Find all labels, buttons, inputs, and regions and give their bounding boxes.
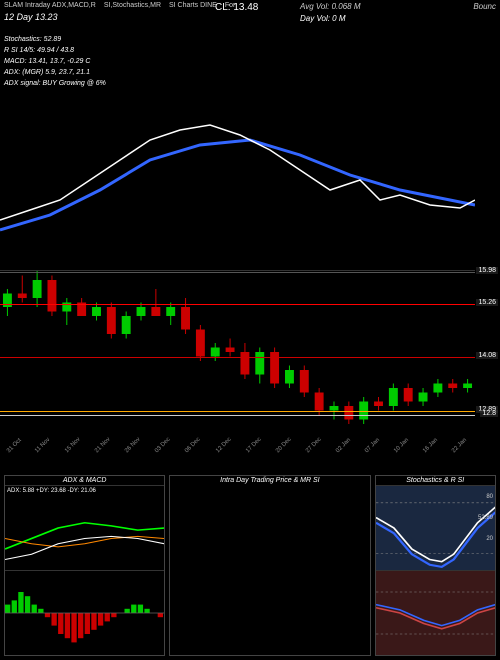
day-label: 12 Day 13.23	[4, 12, 58, 22]
avg-vol: Avg Vol: 0.068 M	[300, 2, 360, 11]
rsi-subpanel	[376, 570, 496, 655]
stoch-tick: 80	[486, 494, 493, 500]
header-item: SI,Stochastics,MR	[104, 2, 161, 9]
rsi-value: R SI 14/5: 49.94 / 43.8	[4, 45, 106, 56]
adx-value: ADX: (MGR) 5.9, 23.7, 21.1	[4, 67, 106, 78]
stoch-tick: 20	[486, 536, 493, 542]
header-item: SLAM Intraday ADX,MACD,R	[4, 2, 96, 9]
header-item: SI Charts DINE	[169, 2, 217, 9]
main-line-chart	[0, 100, 500, 260]
macd-subpanel	[5, 570, 164, 655]
adx-label: ADX: 5.88 +DY: 23.68 -DY: 21.06	[7, 488, 96, 494]
panel-title: Stochastics & R SI	[376, 476, 496, 485]
price-level-label: 12.8	[480, 410, 498, 417]
indicator-block: Stochastics: 52.89 R SI 14/5: 49.94 / 43…	[4, 34, 106, 89]
adx-subpanel: ADX: 5.88 +DY: 23.68 -DY: 21.06	[5, 485, 164, 570]
macd-value: MACD: 13.41, 13.7, -0.29 C	[4, 56, 106, 67]
adx-macd-panel: ADX & MACD ADX: 5.88 +DY: 23.68 -DY: 21.…	[4, 475, 165, 656]
bottom-panels: ADX & MACD ADX: 5.88 +DY: 23.68 -DY: 21.…	[4, 475, 496, 656]
stochastics-subpanel: 80 52.89 20	[376, 485, 496, 570]
stoch-tick: 52.89	[478, 515, 493, 521]
day-vol: Day Vol: 0 M	[300, 14, 346, 23]
price-level-label: 15.98	[476, 267, 498, 274]
price-level-label: 14.08	[476, 352, 498, 359]
panel-title: ADX & MACD	[5, 476, 164, 485]
x-axis: 31 Oct11 Nov15 Nov21 Nov26 Nov03 Dec06 D…	[0, 450, 475, 470]
stoch-rsi-panel: Stochastics & R SI 80 52.89 20	[375, 475, 497, 656]
price-level-label: 15.26	[476, 299, 498, 306]
bounc-label: Bounc	[473, 2, 496, 11]
intraday-panel: Intra Day Trading Price & MR SI	[169, 475, 370, 656]
adx-signal: ADX signal: BUY Growing @ 6%	[4, 78, 106, 89]
candlestick-chart: 15.9815.2614.0812.8912.8	[0, 270, 475, 450]
panel-title: Intra Day Trading Price & MR SI	[170, 476, 369, 485]
stochastics-value: Stochastics: 52.89	[4, 34, 106, 45]
close-price: CL: 13.48	[215, 2, 258, 13]
